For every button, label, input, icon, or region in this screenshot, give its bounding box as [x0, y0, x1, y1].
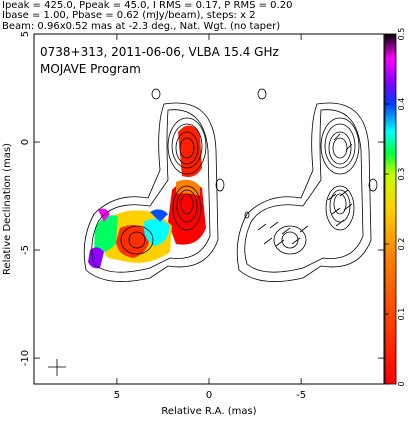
- colorbar-tick-label-0: 0: [397, 381, 406, 386]
- beam-marker: [48, 359, 66, 376]
- colorbar-tick-label-1: 0.1: [397, 308, 406, 321]
- polarization-vector-panel: [236, 88, 378, 282]
- y-tick-label-1: 0: [20, 139, 31, 145]
- y-axis-label: Relative Declination (mas): [2, 143, 13, 275]
- axes: 5 0 -5 5 0 -5 -10: [20, 31, 384, 401]
- colorbar-tick-label-5: 0.5: [397, 28, 406, 41]
- plot-title: 0738+313, 2011-06-06, VLBA 15.4 GHz: [40, 45, 279, 59]
- total-intensity-contours: [83, 88, 250, 282]
- header-line-3: Beam: 0.96x0.52 mas at -2.3 deg., Nat. W…: [2, 21, 281, 32]
- x-tick-label-2: -5: [296, 390, 306, 401]
- colorbar-ticks: 0 0.1 0.2 0.3 0.4 0.5: [385, 28, 406, 387]
- x-axis-label: Relative R.A. (mas): [161, 406, 256, 417]
- colorbar: [384, 33, 397, 385]
- x-tick-label-1: 0: [206, 390, 212, 401]
- y-tick-label-0: 5: [20, 31, 31, 37]
- x-tick-label-0: 5: [114, 390, 120, 401]
- colorbar-tick-label-4: 0.4: [397, 98, 406, 111]
- colorbar-tick-label-2: 0.2: [397, 238, 406, 251]
- plot-subtitle: MOJAVE Program: [40, 62, 141, 76]
- y-tick-label-2: -5: [20, 245, 31, 255]
- header-line-1: Ipeak = 425.0, Ppeak = 45.0, I RMS = 0.1…: [2, 0, 293, 11]
- header-line-2: Ibase = 1.00, Pbase = 0.62 (mJy/beam), s…: [2, 10, 256, 21]
- polarization-colormap: [88, 125, 206, 269]
- y-tick-label-3: -10: [20, 350, 31, 366]
- colorbar-tick-label-3: 0.3: [397, 168, 406, 181]
